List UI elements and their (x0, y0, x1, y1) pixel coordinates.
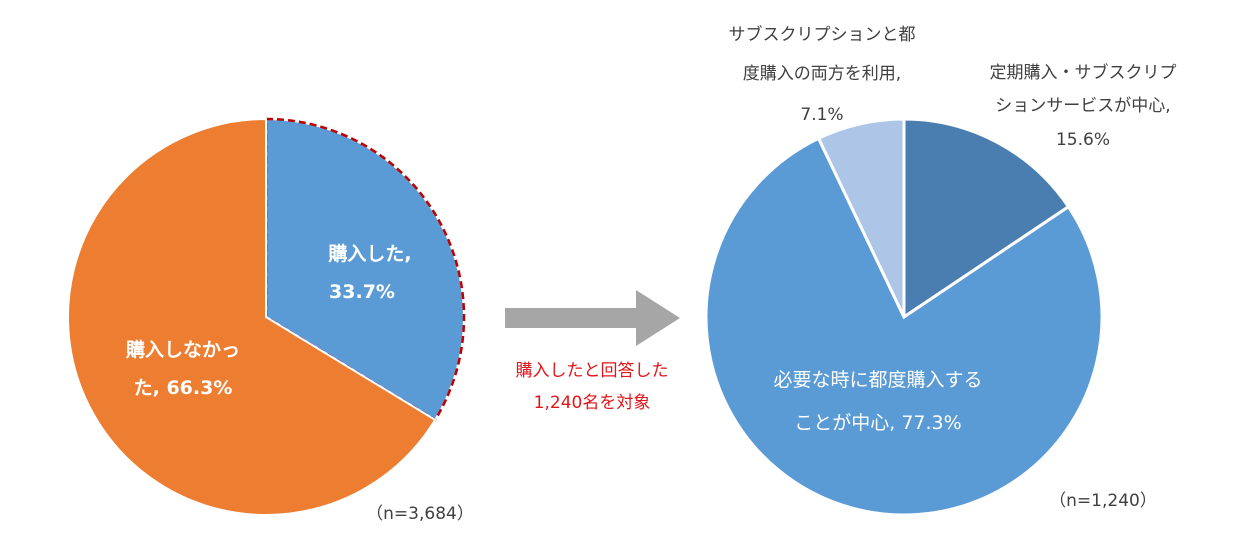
sample-size-left: （n=3,684） (366, 504, 474, 524)
slice-label-purchased: 購入した, (328, 242, 411, 265)
pie-chart-purchase-style (704, 117, 1104, 517)
pie-chart-purchase (67, 117, 466, 516)
slice-label-both: サブスクリプションと都 (729, 24, 916, 45)
slice-label-as-needed: 必要な時に都度購入する (773, 369, 982, 391)
right-pie-slice-2 (816, 117, 906, 318)
sample-size-right: （n=1,240） (1049, 491, 1157, 511)
left-pie-slice-1 (67, 117, 437, 516)
slice-label-subscription-2: ションサービスが中心, (995, 96, 1170, 116)
slice-label-both-2: 度購入の両方を利用, (743, 64, 901, 84)
target-note-line1: 購入したと回答した (516, 361, 669, 381)
target-note-line2: 1,240名を対象 (534, 393, 651, 413)
slice-label-subscription: 定期購入・サブスクリプ (990, 62, 1177, 83)
arrow-right-icon (505, 290, 680, 346)
slice-label-not-purchased-2: た, 66.3% (134, 377, 233, 399)
right-pie-slice-1 (704, 136, 1104, 517)
slice-value-purchased: 33.7% (329, 281, 395, 303)
slice-label-not-purchased: 購入しなかっ (126, 338, 240, 361)
slice-value-both: 7.1% (800, 105, 843, 125)
slice-label-as-needed-2: ことが中心, 77.3% (794, 412, 961, 434)
left-pie-highlight-outline (264, 117, 466, 422)
right-pie-slice-0 (902, 117, 1071, 320)
slice-value-subscription: 15.6% (1056, 130, 1110, 150)
